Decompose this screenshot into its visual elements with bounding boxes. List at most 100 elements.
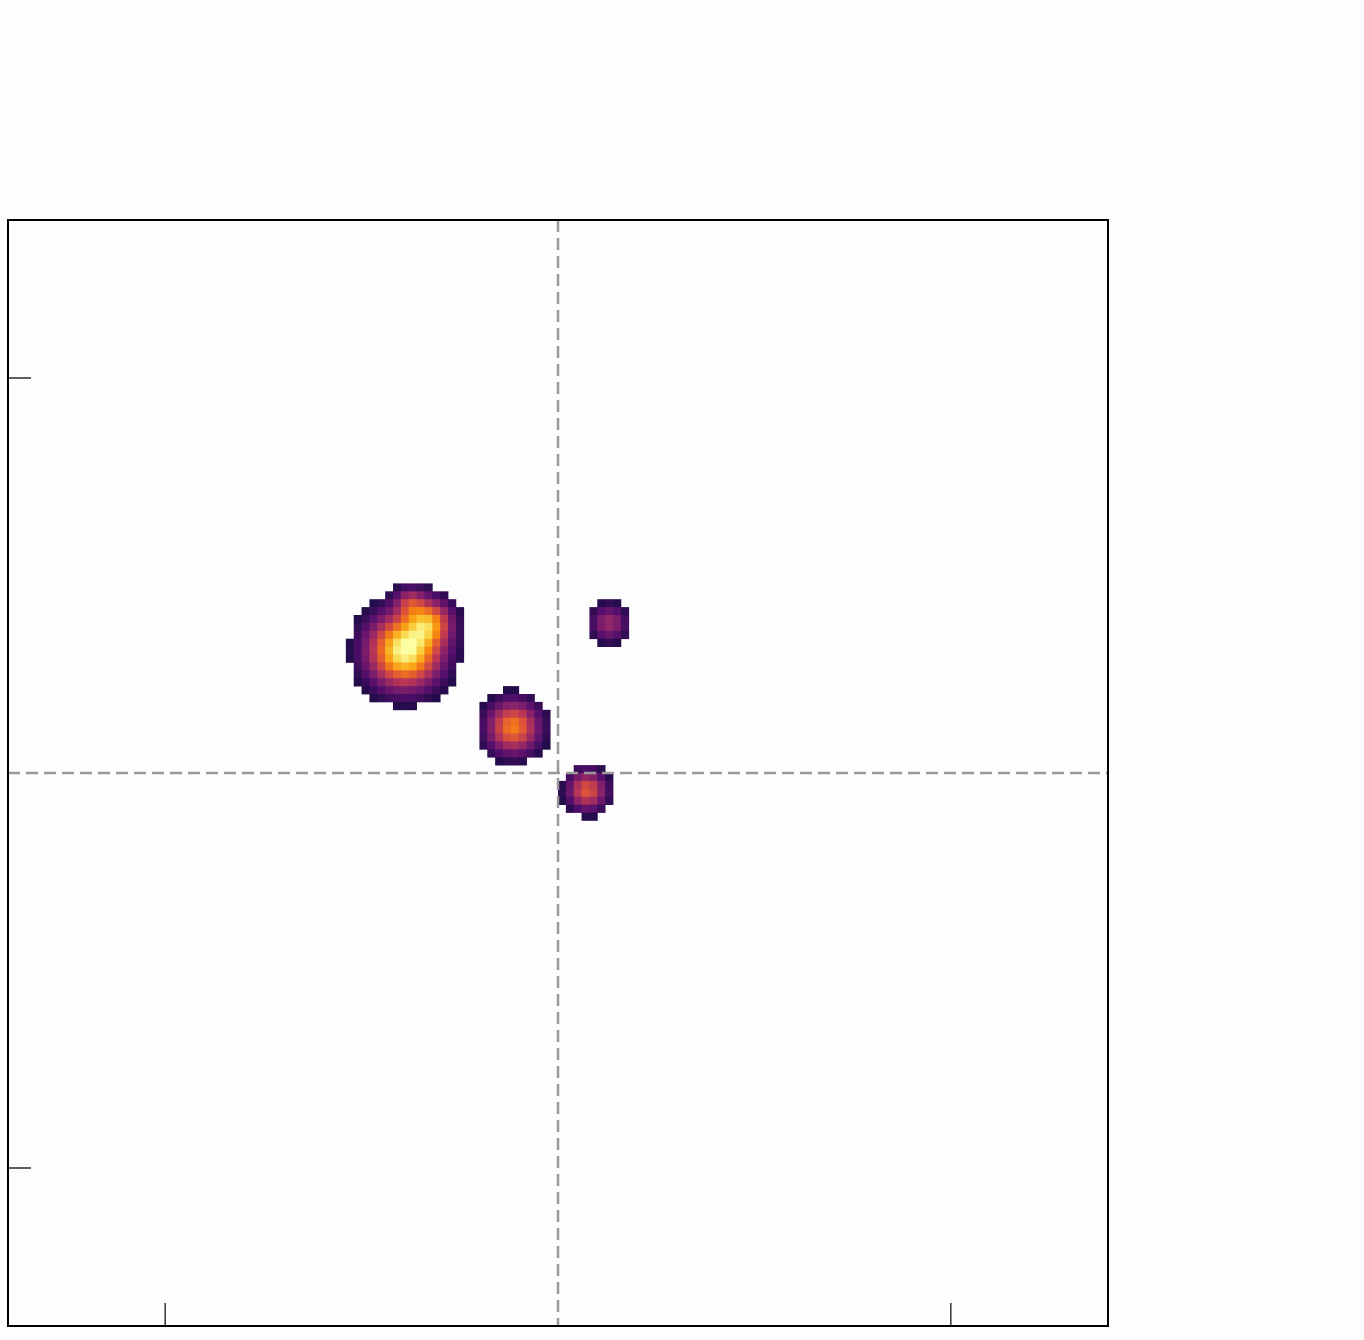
heatmap-cell — [518, 741, 527, 750]
heatmap-cell — [424, 638, 433, 647]
heatmap-cell — [424, 591, 433, 600]
heatmap-cell — [393, 646, 402, 655]
heatmap-cell — [613, 615, 622, 624]
heatmap-cell — [620, 607, 630, 616]
heatmap-cell — [620, 615, 630, 624]
heatmap-cell — [487, 741, 496, 750]
heatmap-cell — [597, 773, 606, 782]
heatmap-cell — [369, 615, 378, 624]
heatmap-cell — [455, 638, 465, 647]
heatmap-cell — [613, 607, 622, 616]
heatmap-cell — [400, 701, 410, 711]
heatmap-cell — [495, 725, 504, 734]
heatmap-cell — [518, 701, 527, 711]
heatmap-cell — [440, 607, 449, 616]
heatmap-cell — [589, 804, 598, 813]
heatmap-cell — [400, 654, 410, 663]
heatmap-cell — [385, 607, 394, 616]
heatmap-cell — [495, 709, 504, 719]
heatmap-cell — [581, 773, 590, 782]
heatmap-cell — [432, 694, 441, 703]
heatmap-cell — [393, 662, 402, 671]
heatmap-cell — [408, 622, 417, 632]
heatmap-cell — [573, 788, 582, 798]
heatmap-cell — [400, 638, 410, 647]
heatmap-cell — [510, 749, 520, 758]
heatmap-cell — [487, 701, 496, 711]
heatmap-cell — [440, 670, 449, 679]
heatmap-cell — [558, 788, 567, 798]
heatmap-cell — [534, 733, 543, 742]
heatmap-cell — [408, 583, 417, 592]
heatmap-cell — [565, 796, 575, 805]
heatmap-cell — [424, 583, 433, 592]
heatmap-cell — [597, 796, 606, 805]
heatmap-cell — [385, 686, 394, 695]
heatmap-cell — [510, 733, 520, 742]
heatmap-cell — [432, 662, 441, 671]
heatmap-cell — [605, 796, 614, 805]
heatmap-cell — [526, 709, 535, 719]
heatmap-cell — [400, 583, 410, 592]
heatmap-cell — [581, 796, 590, 805]
heatmap-cell — [581, 804, 590, 813]
heatmap-cell — [589, 812, 598, 821]
heatmap-cell — [385, 694, 394, 703]
heatmap-cell — [518, 709, 527, 719]
heatmap-cell — [377, 694, 386, 703]
heatmap-cell — [408, 599, 417, 608]
heatmap-cell — [440, 662, 449, 671]
heatmap-cell — [361, 662, 370, 671]
heatmap-cell — [510, 717, 520, 726]
heatmap-cell — [440, 686, 449, 695]
heatmap-cell — [408, 591, 417, 600]
heatmap-cell — [455, 654, 465, 663]
heatmap-cell — [424, 686, 433, 695]
heatmap-cell — [393, 701, 402, 711]
heatmap-cell — [518, 717, 527, 726]
heatmap-cell — [605, 599, 614, 608]
heatmap-cell — [597, 804, 606, 813]
heatmap-cell — [597, 615, 606, 624]
heatmap-cell — [479, 701, 488, 711]
heatmap-cell — [526, 749, 535, 758]
heatmap-cell — [369, 630, 378, 640]
heatmap-cell — [534, 741, 543, 750]
heatmap-cell — [510, 701, 520, 711]
heatmap-cell — [455, 607, 465, 616]
heatmap-cell — [361, 670, 370, 679]
heatmap-cell — [432, 686, 441, 695]
heatmap-cell — [416, 678, 425, 687]
heatmap-cell — [518, 725, 527, 734]
heatmap-cell — [408, 686, 417, 695]
heatmap-cell — [369, 607, 378, 616]
heatmap-cell — [424, 622, 433, 632]
heatmap-cell — [440, 638, 449, 647]
heatmap-cell — [416, 630, 425, 640]
heatmap-cell — [589, 615, 598, 624]
heatmap-cell — [353, 646, 362, 655]
heatmap-cells — [345, 583, 630, 821]
heatmap-cell — [495, 701, 504, 711]
heatmap-cell — [385, 622, 394, 632]
heatmap-cell — [613, 630, 622, 640]
heatmap-cell — [487, 725, 496, 734]
heatmap-cell — [565, 773, 575, 782]
heatmap-cell — [440, 615, 449, 624]
heatmap-cell — [455, 615, 465, 624]
heatmap-cell — [361, 678, 370, 687]
heatmap-cell — [448, 670, 457, 679]
heatmap-cell — [361, 638, 370, 647]
heatmap-cell — [597, 780, 606, 790]
heatmap-cell — [503, 749, 512, 758]
heatmap-cell — [581, 780, 590, 790]
heatmap-cell — [393, 615, 402, 624]
heatmap-cell — [448, 654, 457, 663]
heatmap-cell — [534, 725, 543, 734]
heatmap-cell — [448, 607, 457, 616]
heatmap-cell — [424, 662, 433, 671]
heatmap-cell — [503, 694, 512, 703]
heatmap-cell — [534, 701, 543, 711]
heatmap-cell — [432, 630, 441, 640]
